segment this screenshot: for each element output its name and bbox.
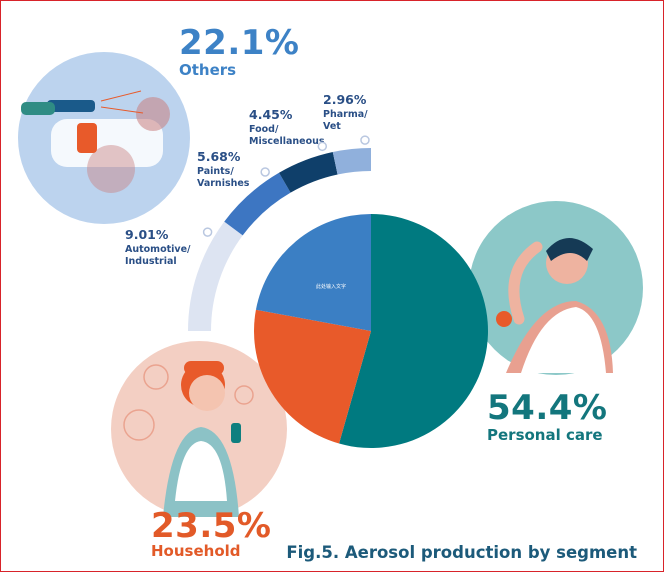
automotive-value-label: 9.01% (125, 227, 169, 242)
pie-slice-household (253, 309, 371, 444)
household-name-label: Household (151, 542, 241, 560)
paints-value-label: 5.68% (197, 149, 241, 164)
others-value-label: 22.1% (179, 23, 299, 63)
figure-caption: Fig.5. Aerosol production by segment (286, 543, 637, 562)
arc-segment-pharma (332, 148, 371, 175)
personal-care-illustration-circle (469, 201, 643, 375)
arc-segment-food (279, 152, 338, 193)
food-name-line2: Miscellaneous (249, 136, 325, 147)
personal-care-value-label: 54.4% (487, 388, 607, 428)
paints-name-line2: Varnishes (197, 178, 250, 189)
pie-slice-others (255, 214, 371, 331)
household-value-label: 23.5% (151, 506, 271, 546)
pie-center-note: 此处输入文字 (316, 283, 346, 290)
arc-marker-dot (202, 227, 213, 237)
automotive-name-line1: Automotive/ (125, 244, 191, 255)
others-name-label: Others (179, 61, 236, 79)
arc-segment-automotive (188, 221, 243, 331)
arc-marker-dot (317, 141, 328, 152)
pharma-name-line1: Pharma/ (323, 109, 368, 120)
arc-marker-dot (360, 135, 370, 145)
pharma-value-label: 2.96% (323, 92, 367, 107)
others-breakdown-arc (188, 135, 371, 331)
household-illustration-circle (111, 341, 287, 517)
automotive-name-line2: Industrial (125, 256, 177, 267)
food-value-label: 4.45% (249, 107, 293, 122)
arc-segment-paints (224, 172, 291, 236)
paints-name-line1: Paints/ (197, 166, 234, 177)
pie (253, 214, 488, 448)
pharma-name-line2: Vet (323, 121, 341, 132)
personal-care-name-label: Personal care (487, 426, 603, 444)
food-name-line1: Food/ (249, 124, 279, 135)
arc-marker-dot (260, 167, 270, 177)
others-illustration-circle (18, 52, 190, 224)
pie-slice-personal-care (339, 214, 488, 448)
